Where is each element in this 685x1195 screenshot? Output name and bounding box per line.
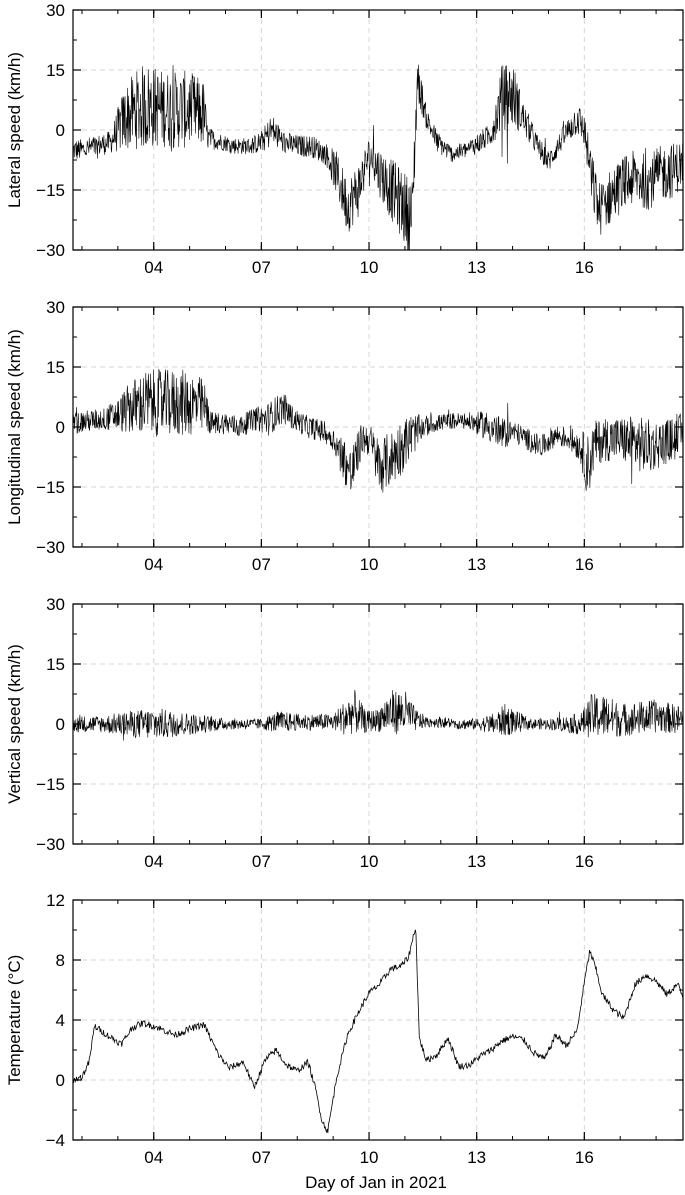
vertical-x-tick-label: 10 — [360, 852, 379, 871]
longitudinal-x-tick-label: 04 — [144, 555, 163, 574]
longitudinal-y-tick-label: 0 — [56, 418, 65, 437]
vertical-x-tick-label: 16 — [575, 852, 594, 871]
longitudinal-series-line — [73, 368, 683, 493]
lateral-y-tick-label: −15 — [36, 181, 65, 200]
lateral-x-tick-label: 13 — [467, 258, 486, 277]
temperature-series-line — [73, 929, 683, 1134]
lateral-y-tick-label: 0 — [56, 121, 65, 140]
longitudinal-y-tick-label: −30 — [36, 538, 65, 557]
longitudinal-y-tick-label: −15 — [36, 478, 65, 497]
panel-longitudinal: 04 07 10 13 16 30 15 0 −15 −30 Longitudinal speed … — [5, 298, 684, 574]
temperature-y-tick-label: 0 — [56, 1071, 65, 1090]
vertical-x-tick-label: 04 — [144, 852, 163, 871]
panel-vertical: 04 07 10 13 16 30 15 0 −15 −30 Vertical speed (km/… — [5, 595, 684, 871]
panel-temperature: 04 07 10 13 16 12 8 4 0 −4 Temperature (°C) — [5, 891, 684, 1167]
temperature-y-tick-label: 12 — [46, 891, 65, 910]
vertical-y-tick-label: 0 — [56, 715, 65, 734]
temperature-y-axis-label: Temperature (°C) — [5, 955, 24, 1086]
temperature-y-tick-label: −4 — [46, 1131, 65, 1150]
lateral-y-tick-label: 30 — [46, 1, 65, 20]
lateral-y-tick-label: 15 — [46, 61, 65, 80]
vertical-series-line — [73, 689, 683, 741]
lateral-y-tick-label: −30 — [36, 241, 65, 260]
longitudinal-y-tick-label: 30 — [46, 298, 65, 317]
temperature-x-tick-label: 04 — [144, 1148, 163, 1167]
lateral-x-tick-label: 04 — [144, 258, 163, 277]
vertical-x-tick-label: 13 — [467, 852, 486, 871]
vertical-y-tick-label: 30 — [46, 595, 65, 614]
temperature-x-tick-label: 10 — [360, 1148, 379, 1167]
lateral-series-line — [73, 64, 683, 250]
temperature-y-tick-label: 4 — [56, 1011, 65, 1030]
temperature-y-tick-label: 8 — [56, 951, 65, 970]
longitudinal-x-tick-label: 10 — [360, 555, 379, 574]
vertical-y-tick-label: −30 — [36, 835, 65, 854]
panel-lateral: 04 07 10 13 16 30 15 0 −15 −30 Lateral speed (km/h… — [5, 1, 684, 277]
temperature-x-tick-label: 07 — [252, 1148, 271, 1167]
vertical-x-tick-label: 07 — [252, 852, 271, 871]
lateral-x-tick-label: 10 — [360, 258, 379, 277]
longitudinal-x-tick-label: 16 — [575, 555, 594, 574]
temperature-x-tick-label: 13 — [467, 1148, 486, 1167]
longitudinal-x-tick-label: 13 — [467, 555, 486, 574]
lateral-y-axis-label: Lateral speed (km/h) — [5, 52, 24, 208]
vertical-y-tick-label: −15 — [36, 775, 65, 794]
longitudinal-y-axis-label: Longitudinal speed (km/h) — [5, 329, 24, 525]
longitudinal-x-tick-label: 07 — [252, 555, 271, 574]
lateral-x-tick-label: 07 — [252, 258, 271, 277]
lateral-x-tick-label: 16 — [575, 258, 594, 277]
vertical-y-axis-label: Vertical speed (km/h) — [5, 644, 24, 804]
temperature-x-tick-label: 16 — [575, 1148, 594, 1167]
vertical-y-tick-label: 15 — [46, 655, 65, 674]
longitudinal-y-tick-label: 15 — [46, 358, 65, 377]
x-axis-label: Day of Jan in 2021 — [305, 1173, 447, 1192]
